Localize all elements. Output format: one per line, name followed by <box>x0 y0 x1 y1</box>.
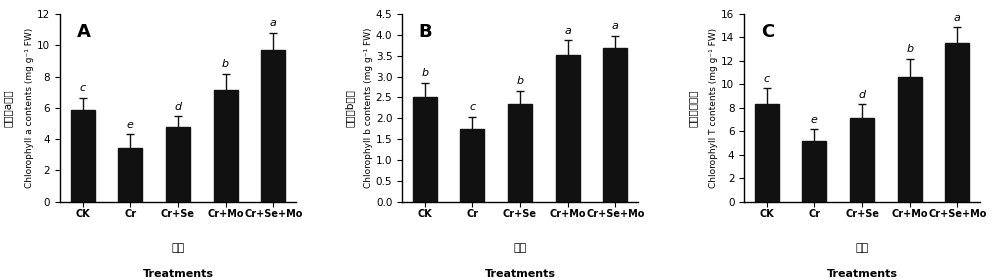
Y-axis label: Chlorophyll T contents (mg g⁻¹ FW): Chlorophyll T contents (mg g⁻¹ FW) <box>709 28 718 188</box>
Text: a: a <box>954 13 961 23</box>
Bar <box>850 118 874 202</box>
Text: 处理: 处理 <box>171 243 185 253</box>
Bar <box>214 90 238 202</box>
Text: e: e <box>127 120 134 130</box>
Text: d: d <box>858 90 866 100</box>
Bar <box>556 55 580 202</box>
Bar <box>755 104 779 202</box>
Bar <box>603 48 627 202</box>
Text: B: B <box>419 24 432 41</box>
Bar <box>71 110 95 202</box>
Bar <box>413 97 437 202</box>
Text: a: a <box>270 18 277 28</box>
Text: 处理: 处理 <box>855 243 869 253</box>
Bar <box>166 127 190 202</box>
Bar <box>460 129 484 202</box>
Bar <box>802 141 826 202</box>
Text: c: c <box>80 83 86 93</box>
Text: e: e <box>811 115 818 125</box>
Text: C: C <box>761 24 774 41</box>
Text: b: b <box>906 45 913 54</box>
Bar <box>945 43 969 202</box>
Y-axis label: Chlorophyll a contents (mg g⁻¹ FW): Chlorophyll a contents (mg g⁻¹ FW) <box>25 28 34 188</box>
Bar <box>261 50 285 202</box>
Text: 叶绿素a含量: 叶绿素a含量 <box>3 89 13 127</box>
Text: Treatments: Treatments <box>142 269 213 279</box>
Text: d: d <box>174 102 182 112</box>
Text: c: c <box>764 74 770 84</box>
Text: b: b <box>516 76 524 87</box>
Text: c: c <box>469 102 475 112</box>
Bar <box>118 148 142 202</box>
Text: b: b <box>222 59 229 69</box>
Text: 叶绿素b含量: 叶绿素b含量 <box>345 89 355 127</box>
Text: b: b <box>421 68 428 78</box>
Bar <box>508 104 532 202</box>
Text: A: A <box>77 24 91 41</box>
Text: 总叶绿素含量: 总叶绿素含量 <box>687 89 697 127</box>
Text: Treatments: Treatments <box>827 269 898 279</box>
Text: a: a <box>564 25 571 36</box>
Y-axis label: Chlorophyll b contents (mg g⁻¹ FW): Chlorophyll b contents (mg g⁻¹ FW) <box>364 27 373 188</box>
Bar <box>898 77 922 202</box>
Text: 处理: 处理 <box>513 243 527 253</box>
Text: Treatments: Treatments <box>484 269 555 279</box>
Text: a: a <box>612 21 619 31</box>
